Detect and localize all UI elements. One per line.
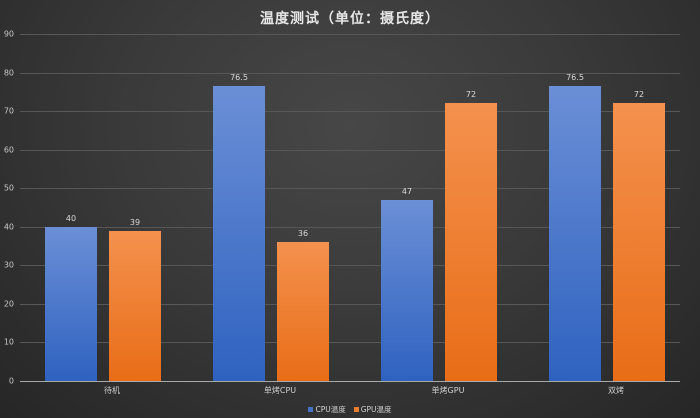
gpu-bar[interactable] [277,242,329,381]
cpu-bar[interactable] [213,86,265,381]
legend-item-cpu[interactable]: CPU温度 [308,404,346,415]
y-tick-label: 60 [3,145,14,155]
x-category-label: 单烤CPU [263,386,297,395]
gridline [20,72,680,74]
legend-label-cpu: CPU温度 [315,405,346,414]
y-tick-label: 20 [3,299,14,309]
legend: CPU温度 GPU温度 [0,404,700,415]
y-tick-label: 90 [3,29,14,39]
gridline [20,342,680,344]
gpu-bar[interactable] [613,103,665,381]
x-category-label: 单烤GPU [431,386,465,395]
data-label: 39 [129,217,141,227]
chart-title: 温度测试（单位：摄氏度） [260,11,440,27]
x-category-label: 双烤 [608,386,624,395]
gridline [20,111,680,113]
y-tick-label: 50 [3,183,14,193]
gridline [20,188,680,190]
cpu-bar[interactable] [381,199,433,381]
legend-label-gpu: GPU温度 [360,405,392,414]
y-tick-label: 80 [3,68,14,78]
legend-swatch-cpu [308,407,314,412]
data-label: 76.5 [566,73,584,83]
y-tick-label: 0 [8,376,14,386]
cpu-bar[interactable] [45,226,97,381]
y-tick-label: 30 [3,260,14,270]
gpu-bar[interactable] [109,230,161,381]
legend-swatch-gpu [353,407,359,412]
data-label: 76.5 [230,73,248,83]
y-tick-label: 40 [3,222,14,232]
x-category-label: 待机 [104,386,120,395]
legend-item-gpu[interactable]: GPU温度 [353,404,392,415]
gridline [20,226,680,228]
gridline [20,34,680,35]
data-label: 40 [65,213,77,223]
x-axis-line [20,381,680,382]
data-label: 36 [297,229,309,239]
gridline [20,265,680,267]
data-label: 72 [465,90,477,100]
gridline [20,303,680,305]
cpu-bar[interactable] [549,86,601,381]
gridline [20,149,680,151]
data-label: 72 [633,90,645,100]
data-label: 47 [401,186,413,196]
y-tick-label: 10 [3,337,14,347]
y-tick-label: 70 [3,106,14,116]
gpu-bar[interactable] [445,103,497,381]
